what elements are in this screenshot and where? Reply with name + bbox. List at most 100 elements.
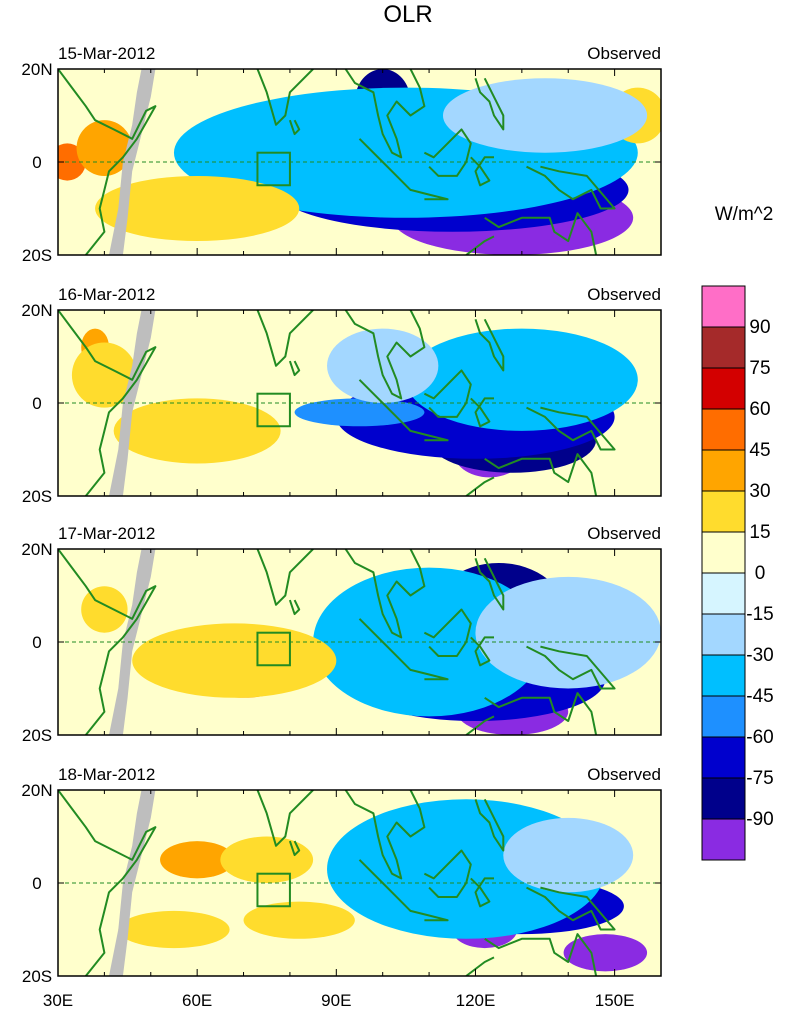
- coastline: [423, 128, 472, 177]
- coastline: [256, 310, 314, 367]
- x-tick-label: 120E: [456, 991, 496, 1010]
- coastline: [410, 429, 449, 442]
- panel-2-y-axis: 20N 0 20S: [21, 301, 661, 506]
- colorbar-swatch: [701, 818, 746, 861]
- panel-3-map: [58, 549, 661, 735]
- coastline: [344, 549, 426, 639]
- x-tick-label: 30E: [43, 991, 73, 1010]
- coastline: [410, 188, 449, 201]
- panel-1-y-axis: 20N 0 20S: [21, 60, 661, 265]
- y-tick-label: 0: [32, 394, 41, 413]
- coastline: [465, 235, 495, 255]
- coastline: [410, 668, 449, 681]
- units-label: W/m^2: [715, 204, 774, 225]
- olr-anomaly-region: [243, 901, 355, 939]
- coastline: [256, 69, 314, 126]
- y-tick-label: 20N: [21, 781, 52, 800]
- index-box: [256, 151, 291, 187]
- y-tick-label: 0: [32, 153, 41, 172]
- y-tick-label: 20S: [22, 967, 52, 986]
- y-tick-label: 20S: [22, 246, 52, 265]
- coastline: [470, 877, 494, 908]
- colorbar-swatch: [701, 572, 746, 615]
- colorbar-label: -75: [746, 768, 773, 789]
- colorbar-label: -90: [746, 809, 773, 830]
- olr-anomaly-region: [503, 817, 634, 893]
- coastline: [58, 69, 157, 255]
- chart-title: OLR: [383, 1, 432, 28]
- olr-anomaly-region: [81, 586, 128, 633]
- y-tick-label: 20S: [22, 487, 52, 506]
- olr-anomaly-region: [132, 623, 337, 698]
- colorbar-swatch: [701, 326, 746, 369]
- colorbar-swatch: [701, 408, 746, 451]
- coastline: [58, 310, 157, 496]
- panel-3: 17-Mar-2012 Observed 20N 0 20S: [21, 524, 662, 745]
- coastline: [288, 840, 301, 857]
- colorbar: 90 75 60 45 30 15 0 -15 -30 -45 -60 -75 -90: [701, 285, 774, 861]
- coastline: [288, 599, 301, 616]
- panel-2-map: [58, 310, 661, 496]
- panel-1-source: Observed: [587, 44, 661, 63]
- olr-anomaly-region: [71, 342, 137, 408]
- coastline: [484, 692, 598, 735]
- olr-anomaly-region: [327, 328, 439, 403]
- x-tick-label: 90E: [321, 991, 351, 1010]
- panel-1-date: 15-Mar-2012: [58, 44, 155, 63]
- colorbar-label: 90: [749, 317, 770, 338]
- coastline: [474, 77, 505, 131]
- coastline: [58, 790, 157, 976]
- colorbar-label: 0: [755, 563, 766, 584]
- index-box: [256, 392, 291, 428]
- coastline: [474, 318, 505, 372]
- colorbar-swatch: [701, 490, 746, 533]
- coastline: [484, 212, 598, 255]
- coastline: [344, 310, 426, 400]
- olr-anomaly-region: [405, 328, 638, 431]
- coastline: [288, 119, 301, 136]
- olr-anomaly-region: [220, 836, 314, 883]
- panel-3-y-axis: 20N 0 20S: [21, 540, 661, 745]
- colorbar-swatch: [701, 531, 746, 574]
- y-tick-label: 20N: [21, 540, 52, 559]
- colorbar-label: 75: [749, 358, 770, 379]
- coastline: [526, 165, 616, 210]
- coastline: [526, 645, 616, 690]
- coastline: [484, 453, 598, 496]
- coastline: [465, 476, 495, 496]
- panel-2: 16-Mar-2012 Observed 20N 0 20S: [21, 285, 662, 506]
- panel-4-y-axis: 20N 0 20S: [21, 781, 661, 986]
- colorbar-swatch: [701, 736, 746, 779]
- panel-3-date: 17-Mar-2012: [58, 524, 155, 543]
- coastline: [423, 608, 472, 657]
- y-tick-label: 20N: [21, 301, 52, 320]
- coastline: [465, 956, 495, 976]
- colorbar-swatch: [701, 367, 746, 410]
- colorbar-label: -15: [746, 604, 773, 625]
- coastline: [344, 790, 426, 880]
- coastline: [256, 549, 314, 606]
- colorbar-swatch: [701, 449, 746, 492]
- colorbar-swatch: [701, 285, 746, 328]
- olr-anomaly-region: [475, 576, 661, 689]
- olr-anomaly-region: [118, 910, 230, 949]
- olr-anomaly-region: [95, 175, 300, 242]
- coastline: [423, 849, 472, 898]
- colorbar-swatch: [701, 613, 746, 656]
- panel-2-date: 16-Mar-2012: [58, 285, 155, 304]
- coastline: [526, 406, 616, 451]
- panel-4: 18-Mar-2012 Observed 20N 0 20S: [21, 765, 662, 986]
- olr-anomaly-region: [294, 398, 425, 427]
- colorbar-label: -30: [746, 645, 773, 666]
- colorbar-label: 30: [749, 481, 770, 502]
- coastline: [465, 715, 495, 735]
- colorbar-swatch: [701, 695, 746, 738]
- colorbar-label: 15: [749, 522, 770, 543]
- panel-4-date: 18-Mar-2012: [58, 765, 155, 784]
- olr-anomaly-region: [442, 78, 648, 153]
- coastline: [526, 886, 616, 931]
- index-box: [256, 872, 291, 908]
- colorbar-label: -60: [746, 727, 773, 748]
- y-tick-label: 20N: [21, 60, 52, 79]
